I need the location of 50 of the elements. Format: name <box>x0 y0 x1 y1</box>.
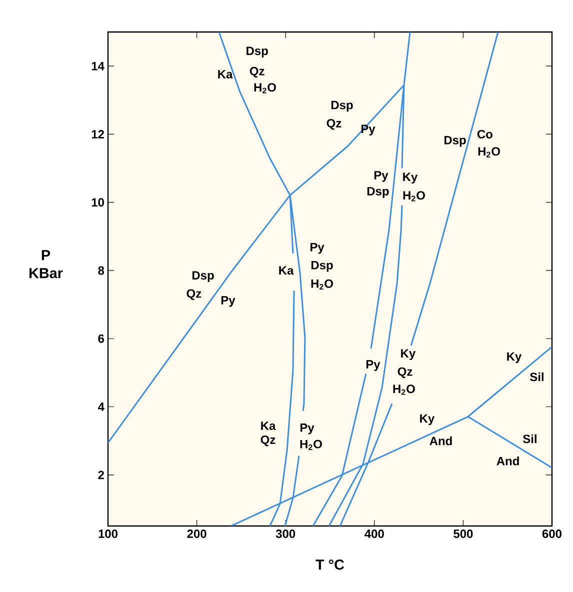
annotation: Ky <box>403 172 418 184</box>
annotation: Py <box>300 424 314 434</box>
annotation: H$_{2}$O <box>393 384 415 395</box>
y-tick-label: 2 <box>98 470 104 480</box>
annotation: Py <box>361 124 376 136</box>
annotation: Qz <box>398 367 412 378</box>
y-tick-label: 8 <box>98 266 104 275</box>
x-tick-label: 400 <box>364 530 384 538</box>
annotation: Dsp <box>444 136 466 147</box>
annotation: Co <box>477 130 492 138</box>
annotation: Qz <box>260 435 276 446</box>
annotation: Qz <box>326 118 342 130</box>
x-tick-label: 600 <box>542 530 562 538</box>
x-tick-label: 500 <box>454 530 473 538</box>
annotation: Qz <box>250 66 264 78</box>
x-axis-title: T °C <box>316 560 344 570</box>
annotation: Dsp <box>311 261 333 272</box>
annotation: Py <box>366 360 380 371</box>
annotation: Qz <box>186 289 202 300</box>
annotation: Ky <box>401 349 416 360</box>
annotation: Py <box>221 296 236 307</box>
annotation: Ky <box>420 414 435 426</box>
annotation: And <box>430 436 452 446</box>
y-tick-label: 6 <box>98 334 104 343</box>
y-tick-label: 14 <box>92 62 104 70</box>
y-axis-title: P KBar <box>29 250 63 278</box>
annotation: Dsp <box>367 187 389 198</box>
annotation: Ka <box>261 422 276 430</box>
annotation: Ky <box>507 352 522 364</box>
annotation: And <box>496 456 519 466</box>
annotation: Sil <box>522 434 536 444</box>
x-tick-label: 300 <box>276 530 296 538</box>
annotation: Sil <box>530 372 544 382</box>
annotation: H$_{2}$O <box>300 440 322 450</box>
annotation: Dsp <box>246 46 268 58</box>
annotation: Py <box>310 242 324 254</box>
annotation: H$_{2}$O <box>478 147 500 158</box>
y-tick-label: 10 <box>92 198 104 207</box>
annotation: Ka <box>218 70 233 78</box>
annotation: Dsp <box>331 100 353 112</box>
annotation: Py <box>374 171 388 182</box>
x-tick-label: 200 <box>187 530 206 538</box>
x-tick-label: 100 <box>98 530 118 538</box>
annotation: Ka <box>279 266 294 275</box>
annotation: H$_{2}$O <box>254 83 276 94</box>
y-tick-label: 4 <box>98 402 104 411</box>
annotation: Dsp <box>192 271 214 282</box>
y-tick-label: 12 <box>92 130 104 138</box>
annotation: H$_{2}$O <box>311 279 333 290</box>
annotation: H$_{2}$O <box>403 191 425 202</box>
